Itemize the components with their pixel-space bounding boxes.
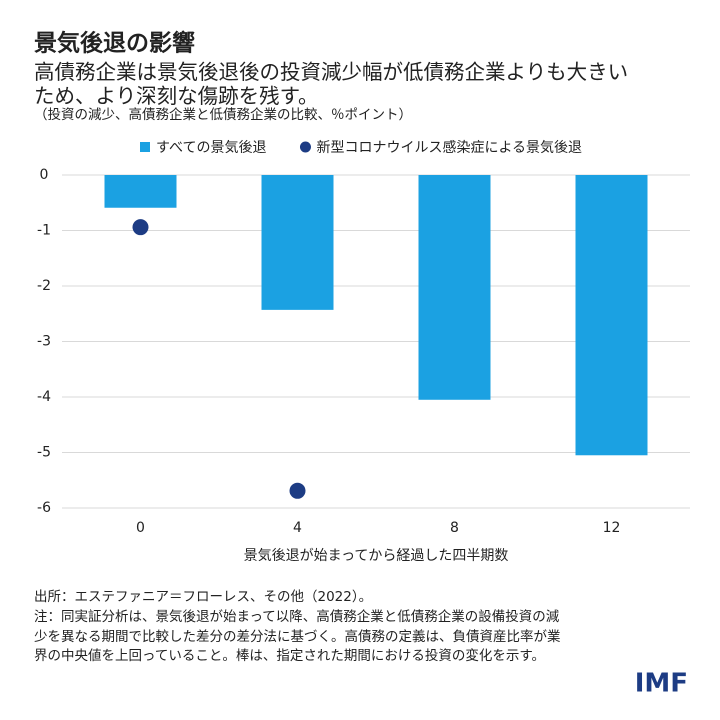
y-tick-label: -3 — [37, 334, 51, 350]
x-axis-title: 景気後退が始まってから経過した四半期数 — [244, 548, 509, 564]
y-tick-label: -1 — [37, 223, 51, 239]
x-tick-label: 8 — [450, 520, 459, 536]
bar — [418, 175, 491, 400]
x-tick-label: 4 — [293, 520, 302, 536]
logo: IMF — [635, 669, 688, 699]
subtitle: 高債務企業は景気後退後の投資減少幅が低債務企業よりも大きい — [34, 60, 628, 84]
x-tick-label: 0 — [136, 520, 145, 536]
bar — [104, 175, 177, 208]
dot — [132, 219, 149, 236]
note: （投資の減少、高債務企業と低債務企業の比較、％ポイント） — [34, 106, 412, 123]
y-tick-label: -4 — [37, 389, 51, 405]
bar — [575, 175, 648, 456]
y-tick-label: -6 — [37, 500, 51, 516]
x-tick-label: 12 — [603, 520, 621, 536]
y-tick-label: 0 — [40, 167, 49, 183]
subtitle: ため、より深刻な傷跡を残す。 — [34, 84, 319, 108]
footer: 少を異なる期間で比較した差分の差分法に基づく。高債務の定義は、負債資産比率が業 — [34, 628, 561, 645]
footer: 出所：エステファニア＝フローレス、その他（2022）。 — [34, 589, 372, 605]
footer: 注：同実証分析は、景気後退が始まって以降、高債務企業と低債務企業の設備投資の減 — [34, 608, 560, 625]
y-tick-label: -2 — [37, 278, 51, 294]
footer: 界の中央値を上回っていること。棒は、指定された期間における投資の変化を示す。 — [34, 647, 545, 664]
dot — [289, 482, 306, 499]
y-tick-label: -5 — [37, 445, 51, 461]
legend-label: 新型コロナウイルス感染症による景気後退 — [316, 139, 582, 156]
legend-swatch — [140, 142, 150, 152]
legend-swatch — [299, 141, 311, 153]
bar — [261, 175, 334, 310]
legend-label: すべての景気後退 — [156, 140, 266, 156]
chart-title: 景気後退の影響 — [34, 30, 195, 57]
